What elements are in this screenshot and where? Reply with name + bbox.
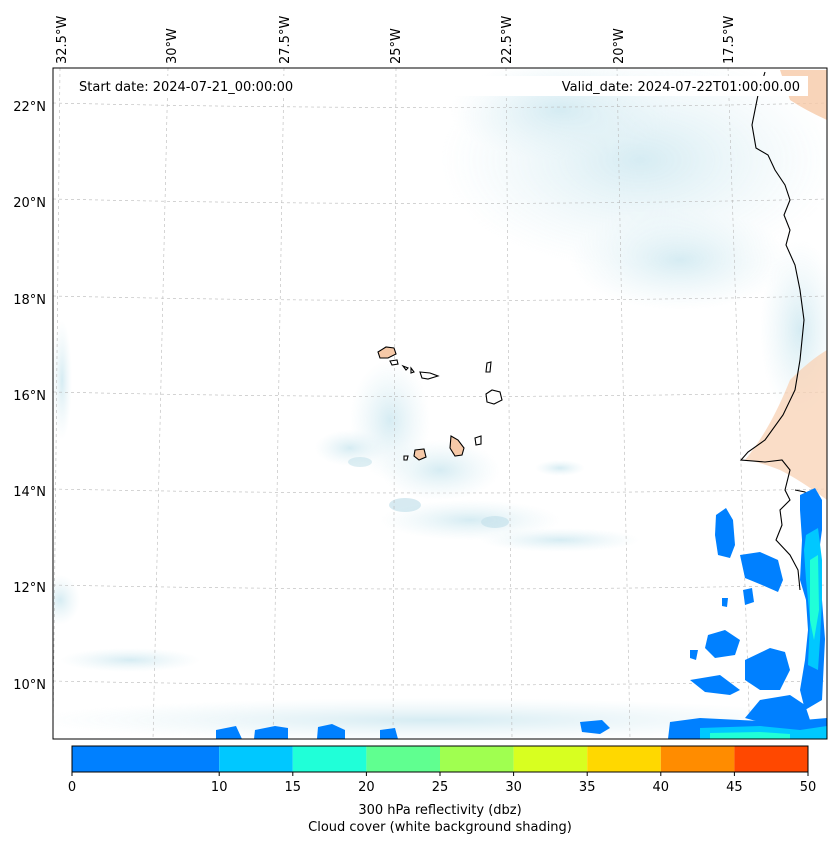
colorbar-ticks: 0 10 15 20 25 30 35 40 45 50	[68, 772, 816, 795]
graticule	[53, 68, 827, 739]
colorbar: 0 10 15 20 25 30 35 40 45 50 300 hPa reflectivity…	[68, 745, 816, 835]
start-date-box	[74, 76, 312, 96]
valid-date-box	[448, 76, 808, 96]
colorbar-tick-label: 10	[211, 780, 228, 795]
colorbar-tick-label: 35	[579, 780, 596, 795]
valid-date-text: Valid_date: 2024-07-22T01:00:00.00	[562, 80, 800, 95]
colorbar-swatch	[513, 746, 588, 772]
lat-label: 22°N	[13, 100, 46, 115]
colorbar-tick-label: 25	[432, 780, 449, 795]
colorbar-swatch	[440, 746, 514, 772]
colorbar-swatch	[734, 746, 808, 772]
colorbar-tick-label: 15	[285, 780, 302, 795]
lon-label: 22.5°W	[500, 16, 515, 64]
map-frame	[52, 67, 828, 740]
colorbar-tick-label: 50	[800, 780, 817, 795]
lat-label: 12°N	[13, 581, 46, 596]
lat-label: 10°N	[13, 678, 46, 693]
colorbar-swatch	[72, 746, 220, 772]
colorbar-tick-label: 40	[653, 780, 670, 795]
colorbar-swatch	[660, 746, 735, 772]
lon-label: 25°W	[389, 28, 404, 64]
lat-label: 18°N	[13, 293, 46, 308]
lat-label: 14°N	[13, 485, 46, 500]
colorbar-swatch	[587, 746, 661, 772]
lat-label: 20°N	[13, 196, 46, 211]
map-panel: Start date: 2024-07-21_00:00:00 Valid_da…	[52, 67, 828, 740]
colorbar-swatch	[219, 746, 293, 772]
reflectivity-blobs	[216, 488, 827, 739]
colorbar-tick-label: 20	[358, 780, 375, 795]
lon-label: 30°W	[165, 28, 180, 64]
colorbar-tick-label: 0	[68, 780, 76, 795]
colorbar-tick-label: 30	[505, 780, 522, 795]
colorbar-swatch	[292, 746, 367, 772]
start-date-text: Start date: 2024-07-21_00:00:00	[79, 80, 293, 95]
colorbar-label: 300 hPa reflectivity (dbz)	[358, 803, 521, 818]
lon-label: 20°W	[612, 28, 627, 64]
latitude-labels: 22°N 20°N 18°N 16°N 14°N 12°N 10°N	[13, 100, 46, 693]
lon-label: 27.5°W	[278, 16, 293, 64]
colorbar-tick-label: 45	[726, 780, 743, 795]
cape-verde-islands	[377, 346, 503, 461]
lon-label: 32.5°W	[55, 16, 70, 64]
longitude-labels: 32.5°W 30°W 27.5°W 25°W 22.5°W 20°W 17.5…	[55, 16, 737, 64]
colorbar-swatch	[366, 746, 440, 772]
lon-label: 17.5°W	[722, 16, 737, 64]
colorbar-swatches	[72, 746, 808, 772]
lat-label: 16°N	[13, 389, 46, 404]
colorbar-sublabel: Cloud cover (white background shading)	[308, 820, 572, 835]
